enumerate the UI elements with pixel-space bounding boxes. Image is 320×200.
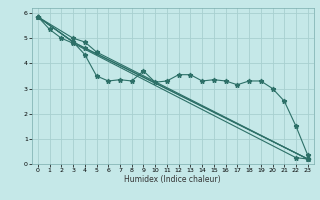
X-axis label: Humidex (Indice chaleur): Humidex (Indice chaleur)	[124, 175, 221, 184]
